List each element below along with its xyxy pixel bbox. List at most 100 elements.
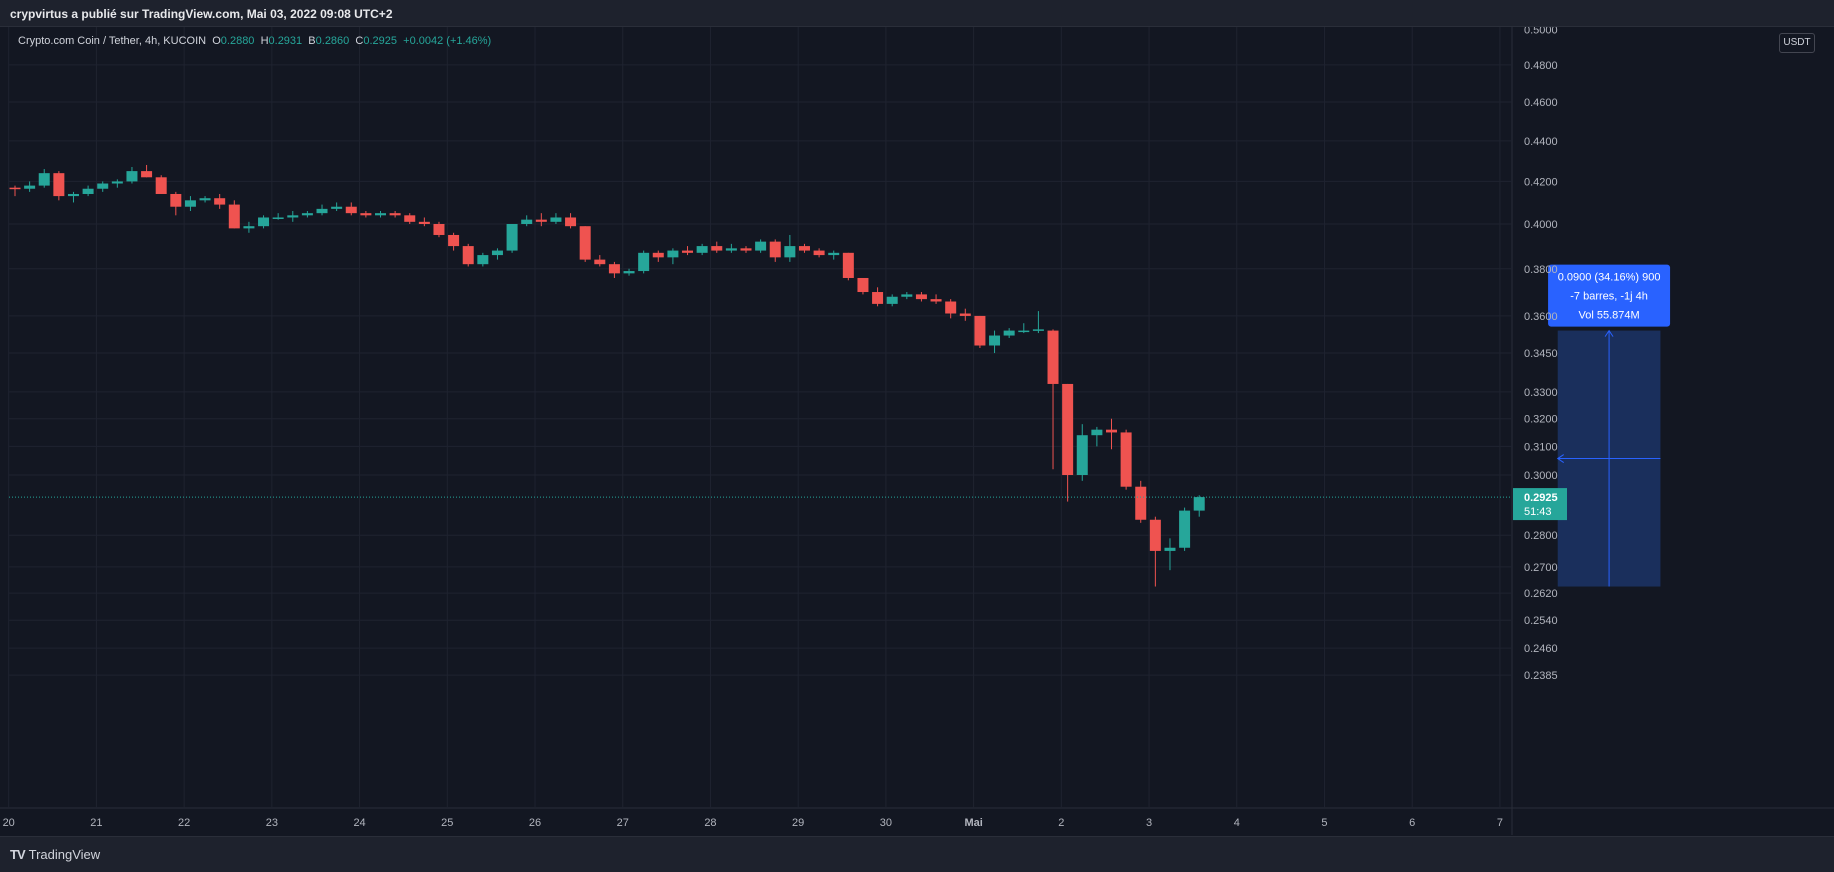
candle[interactable] — [141, 164, 153, 178]
candle-body — [828, 252, 840, 256]
candle[interactable] — [170, 191, 182, 216]
candle[interactable] — [872, 287, 884, 307]
candle[interactable] — [228, 200, 240, 229]
candle[interactable] — [974, 315, 986, 349]
candle[interactable] — [667, 248, 679, 265]
last-price-value: 0.2925 — [1524, 492, 1558, 504]
candle[interactable] — [1076, 424, 1088, 481]
candle[interactable] — [1193, 495, 1205, 517]
candle[interactable] — [565, 213, 577, 229]
candle[interactable] — [1106, 418, 1117, 450]
candle[interactable] — [711, 241, 723, 253]
candle[interactable] — [623, 268, 635, 276]
candle[interactable] — [769, 239, 781, 262]
candle[interactable] — [550, 213, 562, 224]
candlestick-chart[interactable]: 0.0900 (34.16%) 900 -7 barres, -1j 4h Vol … — [0, 24, 1834, 835]
candle[interactable] — [784, 234, 796, 262]
candle[interactable] — [404, 213, 416, 224]
candle-body — [67, 193, 79, 197]
candle[interactable] — [316, 204, 328, 216]
candle[interactable] — [579, 226, 591, 262]
candle[interactable] — [360, 211, 372, 218]
candle[interactable] — [389, 211, 401, 218]
time-axis[interactable]: 20 21 22 23 24 25 26 27 28 29 30 Mai 2 3 4 5 6 7 — [3, 817, 1503, 829]
candle[interactable] — [696, 243, 708, 256]
candle[interactable] — [491, 248, 503, 260]
candle[interactable] — [828, 250, 840, 260]
candle[interactable] — [506, 224, 518, 253]
candle[interactable] — [331, 202, 343, 212]
candle[interactable] — [345, 202, 357, 216]
candle[interactable] — [682, 246, 694, 256]
candle[interactable] — [184, 196, 196, 212]
candle[interactable] — [1047, 329, 1059, 470]
candle[interactable] — [199, 196, 211, 203]
candle[interactable] — [755, 239, 767, 253]
price-tick-label: 0.2460 — [1524, 643, 1558, 655]
candle[interactable] — [638, 250, 650, 274]
candle[interactable] — [287, 211, 299, 222]
candle[interactable] — [930, 294, 942, 304]
currency-badge[interactable]: USDT — [1779, 33, 1815, 53]
candle[interactable] — [594, 255, 606, 267]
candle[interactable] — [1164, 538, 1176, 571]
candle[interactable] — [945, 299, 957, 319]
candle[interactable] — [375, 211, 386, 218]
candle[interactable] — [448, 232, 460, 251]
candle[interactable] — [9, 185, 21, 197]
candle[interactable] — [1062, 383, 1074, 502]
last-price-badge[interactable]: 0.2925 51:43 — [1513, 488, 1567, 521]
candle-body — [740, 248, 752, 251]
candle[interactable] — [1120, 429, 1132, 490]
time-tick-label: 2 — [1058, 817, 1064, 829]
candle[interactable] — [798, 243, 810, 253]
candle[interactable] — [258, 215, 270, 229]
candle[interactable] — [418, 217, 430, 227]
candle[interactable] — [155, 175, 167, 194]
candle[interactable] — [608, 261, 620, 278]
candle[interactable] — [740, 246, 752, 253]
candle[interactable] — [24, 181, 36, 192]
candle[interactable] — [857, 277, 869, 295]
candle[interactable] — [535, 213, 547, 227]
candle[interactable] — [82, 185, 94, 197]
legend-symbol[interactable]: Crypto.com Coin / Tether, 4h, KUCOIN — [18, 35, 207, 47]
measure-info-label[interactable]: 0.0900 (34.16%) 900 -7 barres, -1j 4h Vol … — [1548, 264, 1671, 327]
candle[interactable] — [901, 292, 913, 300]
candle[interactable] — [126, 167, 138, 184]
candle[interactable] — [477, 252, 489, 267]
candle[interactable] — [989, 330, 1001, 354]
price-axis[interactable]: 0.4800 0.4600 0.4400 0.4200 0.4000 0.3800 0.36… — [1513, 24, 1567, 682]
candle[interactable] — [813, 248, 825, 258]
candle[interactable] — [38, 169, 50, 188]
time-tick-label: 22 — [178, 817, 190, 829]
candle[interactable] — [886, 294, 898, 307]
candle[interactable] — [243, 221, 255, 233]
candle[interactable] — [1149, 516, 1161, 587]
candle[interactable] — [301, 211, 313, 218]
candle[interactable] — [1018, 323, 1030, 334]
candle[interactable] — [1179, 507, 1191, 551]
candle[interactable] — [433, 221, 445, 238]
chart-pane[interactable]: 0.0900 (34.16%) 900 -7 barres, -1j 4h Vol … — [0, 24, 1834, 835]
candle[interactable] — [111, 179, 123, 188]
candle[interactable] — [462, 243, 474, 267]
measure-tool[interactable] — [1556, 329, 1661, 587]
candle[interactable] — [272, 213, 284, 220]
candle[interactable] — [53, 171, 65, 201]
candle[interactable] — [725, 243, 737, 253]
candle[interactable] — [1135, 480, 1147, 523]
candle[interactable] — [1091, 426, 1103, 447]
candle[interactable] — [67, 191, 79, 203]
tradingview-logo[interactable]: TV TradingView — [10, 847, 100, 862]
candle[interactable] — [521, 215, 533, 227]
candle[interactable] — [959, 308, 971, 321]
candle[interactable] — [1032, 311, 1044, 334]
candle[interactable] — [214, 193, 226, 209]
candle[interactable] — [915, 292, 927, 302]
candle[interactable] — [652, 250, 664, 262]
candle[interactable] — [1003, 328, 1015, 339]
price-tick-label: 0.3300 — [1524, 387, 1558, 399]
candle[interactable] — [97, 181, 109, 192]
candle[interactable] — [842, 252, 854, 281]
